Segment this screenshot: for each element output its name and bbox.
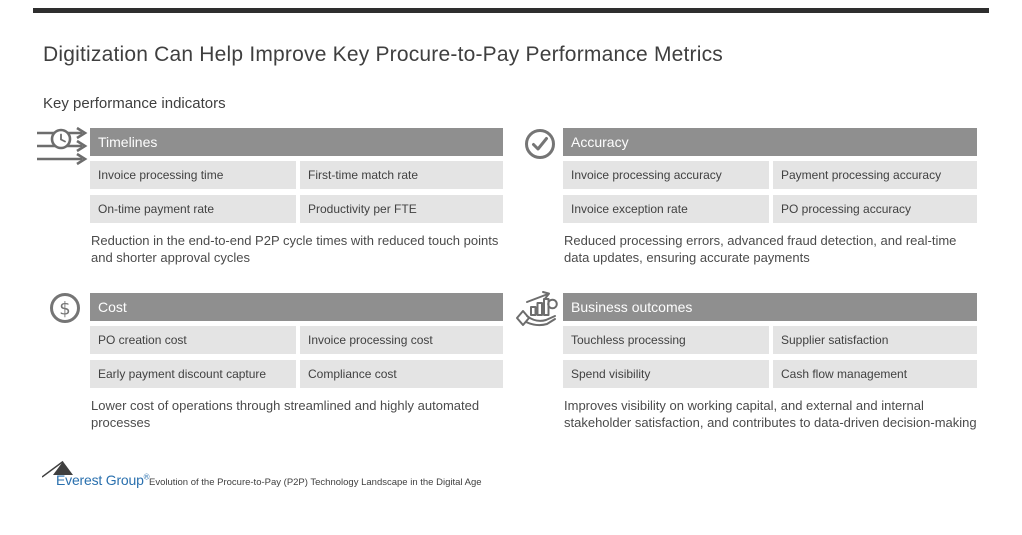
description-line: data updates, ensuring accurate payments	[564, 250, 810, 265]
description-line: processes	[91, 415, 151, 430]
hand-growth-chart-icon	[514, 290, 560, 337]
page-title: Digitization Can Help Improve Key Procur…	[43, 43, 724, 66]
quadrant-header-cost: Cost	[90, 293, 503, 321]
timeline-flow-clock-icon	[37, 125, 93, 172]
kpi-cell: Invoice processing time	[90, 161, 296, 189]
page-subtitle: Key performance indicators	[43, 95, 226, 112]
kpi-cell: Productivity per FTE	[300, 195, 503, 223]
quadrant-accuracy: Accuracy Invoice processing accuracy Pay…	[563, 128, 977, 266]
dollar-circle-icon: $	[49, 292, 81, 329]
description-line: Reduction in the end-to-end P2P cycle ti…	[91, 233, 499, 248]
quadrant-timelines: Timelines Invoice processing time First-…	[90, 128, 503, 266]
quadrant-cost: Cost PO creation cost Invoice processing…	[90, 293, 503, 431]
top-rule	[33, 8, 989, 13]
description-line: Reduced processing errors, advanced frau…	[564, 233, 957, 248]
kpi-cell: PO creation cost	[90, 326, 296, 354]
quadrant-header-business-outcomes: Business outcomes	[563, 293, 977, 321]
description-line: and shorter approval cycles	[91, 250, 250, 265]
kpi-row: On-time payment rate Productivity per FT…	[90, 195, 503, 223]
kpi-cell: Touchless processing	[563, 326, 769, 354]
quadrant-header-timelines: Timelines	[90, 128, 503, 156]
quadrant-description: Improves visibility on working capital, …	[564, 397, 977, 431]
kpi-cell: Invoice processing accuracy	[563, 161, 769, 189]
description-line: Improves visibility on working capital, …	[564, 398, 924, 413]
kpi-cell: On-time payment rate	[90, 195, 296, 223]
description-line: stakeholder satisfaction, and contribute…	[564, 415, 977, 430]
kpi-cell: Invoice exception rate	[563, 195, 769, 223]
kpi-row: Spend visibility Cash flow management	[563, 360, 977, 388]
kpi-cell: Supplier satisfaction	[773, 326, 977, 354]
checkmark-circle-icon	[524, 128, 556, 165]
kpi-cell: Early payment discount capture	[90, 360, 296, 388]
footer-caption: Evolution of the Procure-to-Pay (P2P) Te…	[149, 477, 482, 488]
kpi-cell: Compliance cost	[300, 360, 503, 388]
kpi-row: Touchless processing Supplier satisfacti…	[563, 326, 977, 354]
description-line: Lower cost of operations through streaml…	[91, 398, 480, 413]
svg-text:$: $	[59, 299, 70, 320]
quadrant-business-outcomes: Business outcomes Touchless processing S…	[563, 293, 977, 431]
kpi-cell: First-time match rate	[300, 161, 503, 189]
kpi-cell: Cash flow management	[773, 360, 977, 388]
kpi-row: Invoice processing time First-time match…	[90, 161, 503, 189]
kpi-cell: Payment processing accuracy	[773, 161, 977, 189]
logo-wordmark: Everest Group	[56, 472, 144, 488]
kpi-cell: Invoice processing cost	[300, 326, 503, 354]
everest-group-logo: Everest Group®	[56, 472, 150, 488]
kpi-row: Invoice processing accuracy Payment proc…	[563, 161, 977, 189]
kpi-row: Invoice exception rate PO processing acc…	[563, 195, 977, 223]
kpi-cell: PO processing accuracy	[773, 195, 977, 223]
quadrant-description: Lower cost of operations through streaml…	[91, 397, 503, 431]
kpi-cell: Spend visibility	[563, 360, 769, 388]
quadrant-description: Reduced processing errors, advanced frau…	[564, 232, 977, 266]
quadrant-description: Reduction in the end-to-end P2P cycle ti…	[91, 232, 503, 266]
registered-mark: ®	[143, 472, 150, 482]
quadrant-header-accuracy: Accuracy	[563, 128, 977, 156]
kpi-row: Early payment discount capture Complianc…	[90, 360, 503, 388]
kpi-row: PO creation cost Invoice processing cost	[90, 326, 503, 354]
